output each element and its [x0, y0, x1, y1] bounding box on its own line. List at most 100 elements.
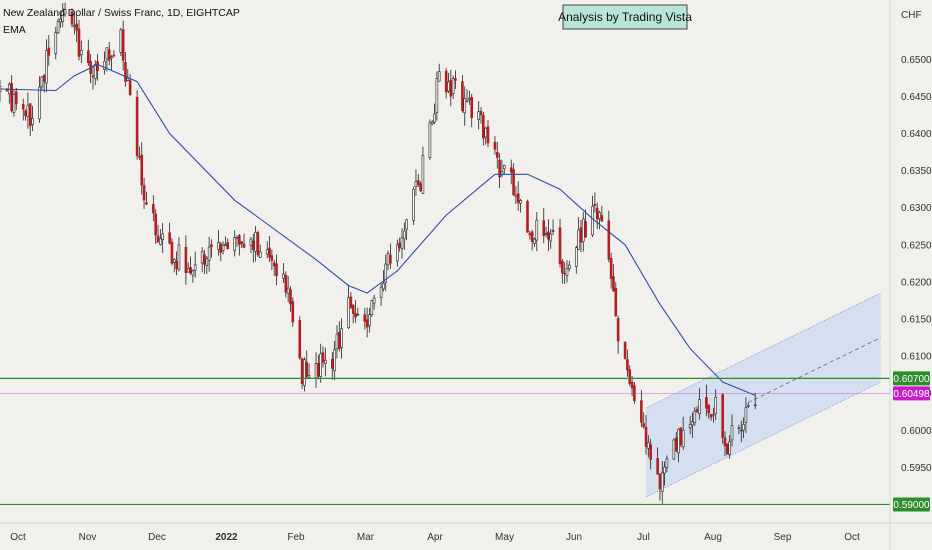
candle	[421, 146, 425, 194]
ema-indicator-label[interactable]: EMA	[3, 24, 26, 36]
candle	[591, 195, 594, 237]
candle-body	[558, 227, 562, 265]
candle	[528, 231, 532, 240]
candle	[470, 93, 474, 128]
candle-body	[561, 260, 564, 274]
candle-body	[105, 47, 109, 60]
candle	[126, 68, 130, 82]
candle	[145, 191, 148, 206]
parallel-channel[interactable]	[645, 292, 881, 498]
candle	[737, 424, 741, 435]
candle-body	[124, 62, 127, 82]
candle	[660, 461, 664, 504]
candle-body	[595, 207, 599, 220]
candle-body	[753, 404, 757, 407]
candle	[365, 307, 369, 338]
candle	[561, 258, 564, 284]
candle-body	[514, 195, 518, 197]
candle	[128, 74, 132, 96]
candle	[616, 315, 620, 354]
candle-body	[193, 264, 197, 271]
candle-body	[628, 369, 632, 384]
support-levels[interactable]	[0, 377, 890, 506]
candle-body	[10, 83, 13, 111]
candle	[493, 136, 497, 155]
candle-body	[249, 238, 253, 246]
candle	[272, 259, 276, 276]
candle	[317, 354, 320, 380]
candle-body	[365, 319, 369, 328]
candle-body	[347, 297, 350, 329]
candle-body	[31, 118, 34, 125]
candle-body	[656, 458, 659, 475]
candle-body	[321, 352, 325, 363]
candle	[403, 222, 406, 250]
candle	[707, 403, 711, 419]
candle-body	[363, 314, 367, 322]
candle	[24, 109, 27, 121]
candle-body	[186, 268, 190, 273]
candle	[354, 300, 357, 323]
candle-body	[679, 427, 683, 445]
candle	[303, 357, 306, 392]
candle-body	[403, 230, 406, 239]
candle	[319, 343, 322, 383]
candle-body	[396, 244, 399, 262]
candle-body	[454, 78, 457, 81]
candle-body	[421, 155, 425, 194]
candle	[40, 76, 44, 92]
candle	[251, 233, 255, 263]
channel-median-line[interactable]	[748, 337, 881, 403]
candle-body	[591, 205, 594, 236]
candle-body	[135, 96, 139, 157]
candle	[73, 12, 76, 35]
candle	[335, 325, 339, 359]
candle-body	[728, 441, 731, 455]
candle-body	[73, 25, 76, 27]
candle-body	[63, 9, 67, 15]
candle	[640, 390, 643, 428]
time-axis[interactable]: Oct Nov Dec 2022 Feb Mar Apr May Jun Jul Aug Sep Oct	[10, 532, 860, 543]
candle-body	[519, 200, 522, 204]
candle	[254, 225, 257, 262]
candle	[542, 208, 546, 244]
candle	[433, 103, 436, 125]
candle-body	[672, 439, 676, 460]
candle	[516, 181, 520, 211]
candle	[568, 260, 571, 272]
candle	[609, 252, 613, 289]
candle	[726, 443, 729, 455]
candle	[284, 271, 288, 298]
candle	[742, 417, 745, 439]
candle-body	[75, 23, 78, 31]
candle-body	[93, 64, 97, 79]
candle-body	[54, 32, 58, 54]
candle-body	[535, 219, 539, 241]
candle	[121, 20, 125, 71]
candle	[291, 297, 295, 327]
candle	[584, 209, 587, 238]
candle-body	[530, 231, 534, 242]
x-tick-label: Jun	[566, 532, 582, 543]
candle-body	[547, 231, 550, 240]
candle-body	[726, 443, 729, 455]
candle	[77, 19, 81, 61]
candle-body	[674, 437, 678, 452]
candle	[282, 263, 285, 283]
candle	[482, 111, 485, 146]
candle-body	[70, 11, 74, 25]
candle-body	[203, 254, 206, 265]
x-tick-label: Sep	[774, 532, 792, 543]
candle-body	[484, 127, 487, 138]
candle-body	[272, 262, 276, 267]
candle	[107, 42, 111, 66]
candle	[721, 393, 724, 444]
candle-body	[430, 121, 434, 125]
candle-body	[449, 79, 453, 97]
candle-body	[616, 317, 620, 342]
candle-body	[660, 472, 664, 492]
